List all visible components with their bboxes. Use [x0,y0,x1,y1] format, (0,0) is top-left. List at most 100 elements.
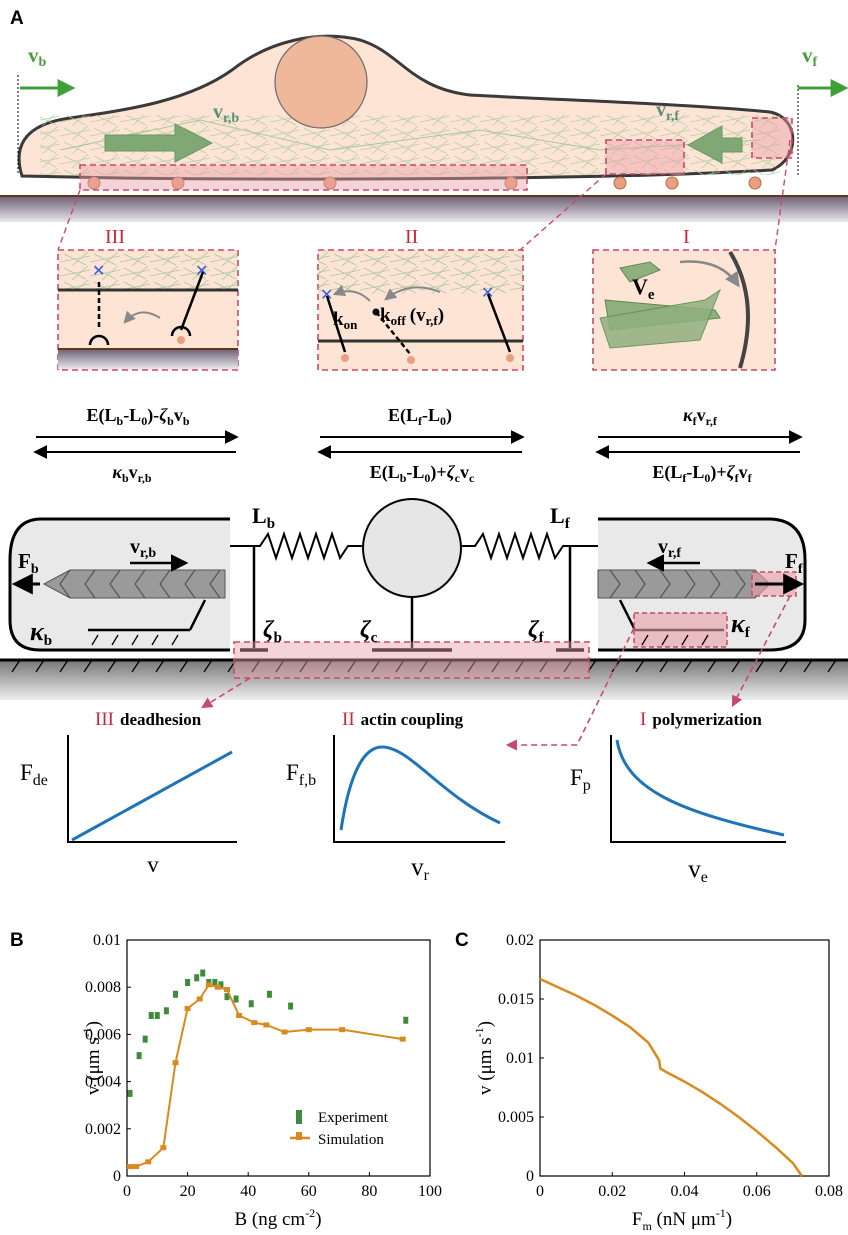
svg-text:vr: vr [411,854,430,884]
experiment-point [143,1036,148,1043]
ytick-label-c: 0.02 [506,932,534,949]
ytick-label-b: 0.004 [85,1074,121,1091]
ytick-label-c: 0 [526,1168,534,1185]
ytick-label-b: 0.008 [85,979,121,996]
ytick-label-c: 0.01 [506,1050,534,1067]
experiment-point [200,970,205,977]
plot-frame-c [540,940,829,1176]
svg-text:II: II [405,226,418,248]
simulation-point [197,997,203,1002]
xlabel-b: B (ng cm-2) [234,1206,321,1230]
experiment-point [155,1012,160,1019]
xtick-label-b: 20 [180,1183,196,1200]
xtick-label-c: 0.02 [598,1183,626,1200]
mechanism-title-coupling: II actin coupling [342,709,464,730]
curve-coupling [341,747,500,830]
ytick-label-c: 0.015 [498,991,534,1008]
xtick-label-c: 0.08 [815,1183,843,1200]
svg-text:I: I [683,226,690,248]
panel-letter-a: A [10,8,24,29]
svg-text:Fp: Fp [570,765,591,794]
xtick-label-b: 100 [418,1183,442,1200]
experiment-point [149,1012,154,1019]
simulation-point [339,1027,345,1032]
highlight-coupling [606,140,684,174]
velocity-curve [540,979,802,1176]
highlight-deadhesion [80,165,527,190]
ylabel-c: v (μm s-1) [472,1021,496,1095]
legend-simulation: Simulation [318,1132,384,1148]
mechanism-title-deadhesion: III deadhesion [95,709,202,730]
ytick-label-b: 0.01 [93,932,121,949]
curve-deadhesion [72,752,232,840]
xtick-label-c: 0.06 [743,1183,771,1200]
simulation-point [400,1037,406,1042]
simulation-point [282,1030,288,1035]
panel-letter-b: B [10,930,24,951]
experiment-point [137,1052,142,1059]
svg-text:ζb: ζb [263,617,282,646]
svg-text:Fde: Fde [20,760,48,789]
force-balance: E(Lb-L0)-ζbvb κbvr,b E(Lf-L0) E(Lb-L0)+ζ… [36,405,800,485]
experiment-point [164,1007,169,1014]
experiment-point [249,1000,254,1007]
force-left-bottom: κbvr,b [112,462,151,485]
svg-text:✕: ✕ [92,263,105,280]
simulation-point [215,985,221,990]
mechanism-title-polymerization: Ipolymerization [640,709,762,730]
force-left-top: E(Lb-L0)-ζbvb [86,405,189,428]
simulation-point [172,1060,178,1065]
simulation-point [224,987,230,992]
svg-text:ζc: ζc [360,617,378,646]
svg-text:Ff,b: Ff,b [286,760,316,789]
ytick-label-c: 0.005 [498,1109,534,1126]
xtick-label-c: 0 [536,1183,544,1200]
xlabel-c: Fm (nN μm-1) [632,1206,732,1233]
svg-text:vf: vf [802,43,818,70]
simulation-point [236,1013,242,1018]
simulation-point [251,1020,257,1025]
simulation-point [206,982,212,987]
simulation-point [306,1027,312,1032]
svg-text:Lf: Lf [550,503,571,532]
experiment-point [128,1090,133,1097]
inset-polymerization: I Ve [593,226,775,370]
experiment-point [194,974,199,981]
experiment-point [403,1017,408,1024]
curve-polymerization [617,740,784,835]
simulation-point [133,1164,139,1169]
svg-text:vr,f: vr,f [656,99,679,124]
ytick-label-b: 0.002 [85,1121,121,1138]
xtick-label-c: 0.04 [671,1183,699,1200]
simulation-point [127,1164,133,1169]
svg-text:vb: vb [28,43,47,70]
force-mid-top: E(Lf-L0) [388,405,452,428]
svg-text:ve: ve [688,856,708,886]
force-mid-bottom: E(Lb-L0)+ζcvc [370,462,475,485]
cell-schematic: vb vf vr,b vr,f [0,36,848,222]
chart-b: B v (μm s-1) B (ng cm-2) 0 20 40 60 80 100 0 0.… [10,930,442,1230]
xtick-label-b: 0 [123,1183,131,1200]
svg-text:v: v [147,852,159,877]
ytick-label-b: 0 [113,1168,121,1185]
svg-text:Lb: Lb [252,503,275,532]
experiment-point [267,991,272,998]
highlight-polymerization [752,118,792,158]
experiment-point [185,979,190,986]
svg-text:III: III [105,226,125,248]
svg-text:✕: ✕ [481,285,494,302]
mechanical-model: Lb Lf Fb Ff vr,b vr,f κb κf ζb ζc ζf [0,499,848,745]
ytick-label-b: 0.006 [85,1026,121,1043]
experiment-point [173,991,178,998]
chart-c: C v (μm s-1) Fm (nN μm-1) 0 0.02 0.04 0.06 0… [455,930,843,1233]
inset-deadhesion: III ✕ ✕ [58,226,238,370]
nucleus [275,36,367,128]
inset-actin-coupling: II ✕ ✕ kon koff (vr,f) [318,226,523,370]
experiment-point [288,1003,293,1010]
svg-text:ζf: ζf [528,617,545,646]
simulation-point [145,1159,151,1164]
xtick-label-b: 40 [240,1183,256,1200]
experiment-point [234,996,239,1003]
